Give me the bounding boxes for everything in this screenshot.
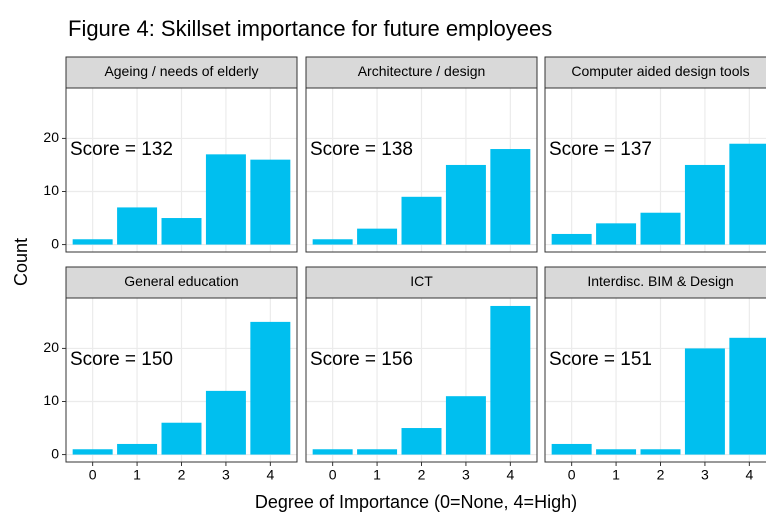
x-axis-label: Degree of Importance (0=None, 4=High) <box>255 492 577 512</box>
y-tick-label: 0 <box>51 445 59 461</box>
bar <box>250 321 291 455</box>
y-tick-label: 10 <box>43 182 59 198</box>
x-tick-label: 3 <box>701 467 709 483</box>
x-tick-label: 1 <box>373 467 381 483</box>
bar <box>551 443 592 455</box>
x-tick-label: 2 <box>418 467 426 483</box>
bar <box>117 207 158 245</box>
annotation: Score = 150 <box>70 349 173 370</box>
bar <box>729 337 766 455</box>
y-tick-label: 20 <box>43 129 59 145</box>
annotation: Score = 156 <box>310 349 413 370</box>
x-tick-label: 0 <box>89 467 97 483</box>
strip-title: Interdisc. BIM & Design <box>587 273 733 289</box>
x-tick-label: 0 <box>568 467 576 483</box>
panel <box>545 298 766 462</box>
bar <box>117 443 158 455</box>
bar <box>312 449 353 455</box>
bar <box>357 449 398 455</box>
annotation: Score = 137 <box>549 139 652 160</box>
x-tick-label: 4 <box>506 467 514 483</box>
panel-border <box>544 297 766 463</box>
bar <box>551 233 592 245</box>
strip <box>65 266 298 299</box>
chart-title: Figure 4: Skillset importance for future… <box>68 16 552 41</box>
strip <box>65 56 298 89</box>
panel-border <box>305 297 538 463</box>
x-tick-label: 4 <box>745 467 753 483</box>
bar <box>72 449 113 455</box>
bar <box>684 164 725 245</box>
bar <box>640 212 681 245</box>
y-tick-label: 0 <box>51 235 59 251</box>
bar <box>205 154 246 245</box>
x-tick-label: 2 <box>657 467 665 483</box>
panel-border <box>65 87 298 253</box>
x-tick-label: 3 <box>462 467 470 483</box>
x-tick-label: 2 <box>178 467 186 483</box>
strip-title: Architecture / design <box>358 63 486 79</box>
strip <box>544 56 766 89</box>
bar <box>596 449 637 455</box>
bar <box>401 196 442 245</box>
panel-border <box>305 87 538 253</box>
strip-title: Ageing / needs of elderly <box>104 63 258 79</box>
bar <box>729 143 766 245</box>
bar <box>445 164 486 245</box>
bar <box>596 223 637 245</box>
bar <box>684 348 725 455</box>
y-tick-label: 20 <box>43 339 59 355</box>
x-tick-label: 3 <box>222 467 230 483</box>
y-tick-label: 10 <box>43 392 59 408</box>
bar <box>250 159 291 245</box>
bar <box>401 428 442 455</box>
bar <box>161 218 202 245</box>
bar <box>490 305 531 455</box>
panel-border <box>65 297 298 463</box>
x-tick-label: 1 <box>612 467 620 483</box>
y-axis-label: Count <box>11 238 31 286</box>
strip <box>544 266 766 299</box>
bar <box>205 390 246 455</box>
strip <box>305 56 538 89</box>
annotation: Score = 138 <box>310 139 413 160</box>
strip-title: ICT <box>410 273 433 289</box>
annotation: Score = 132 <box>70 139 173 160</box>
strip-title: Computer aided design tools <box>571 63 749 79</box>
bar <box>640 449 681 455</box>
bar <box>357 228 398 245</box>
strip-title: General education <box>124 273 238 289</box>
annotation: Score = 151 <box>549 349 652 370</box>
bar <box>445 396 486 455</box>
x-tick-label: 1 <box>133 467 141 483</box>
bar <box>72 239 113 245</box>
bar <box>161 422 202 455</box>
bar <box>490 149 531 245</box>
panel-border <box>544 87 766 253</box>
bar <box>312 239 353 245</box>
x-tick-label: 0 <box>329 467 337 483</box>
x-tick-label: 4 <box>266 467 274 483</box>
